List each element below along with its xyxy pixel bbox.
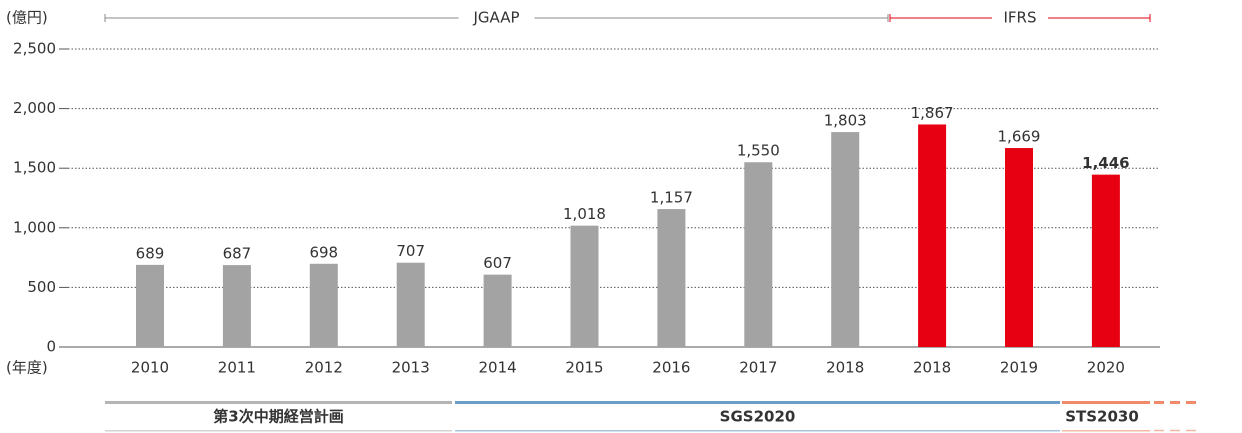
x-tick-label: 2017 bbox=[739, 359, 777, 377]
value-label: 698 bbox=[309, 243, 338, 261]
value-label: 707 bbox=[396, 242, 425, 260]
bar bbox=[396, 262, 425, 347]
plan-label: SGS2020 bbox=[720, 408, 796, 426]
x-tick-label: 2018 bbox=[913, 359, 951, 377]
x-tick-label: 2015 bbox=[565, 359, 603, 377]
period-label: IFRS bbox=[1004, 9, 1037, 27]
x-axis-label: (年度) bbox=[6, 359, 48, 377]
x-tick-label: 2012 bbox=[305, 359, 343, 377]
x-tick-label: 2018 bbox=[826, 359, 864, 377]
bar bbox=[1091, 174, 1120, 347]
x-tick-label: 2014 bbox=[479, 359, 517, 377]
y-axis-label: (億円) bbox=[6, 9, 48, 27]
period-label: JGAAP bbox=[472, 9, 519, 27]
value-label: 687 bbox=[223, 245, 252, 263]
plan-label: 第3次中期経営計画 bbox=[213, 408, 343, 426]
bar bbox=[309, 263, 338, 347]
plan-bottom-line bbox=[105, 430, 452, 432]
value-label: 1,446 bbox=[1082, 154, 1129, 172]
y-tick-label: 0 bbox=[46, 338, 56, 356]
bar bbox=[1005, 148, 1033, 347]
plan-top-line bbox=[455, 401, 1060, 404]
bar bbox=[222, 265, 251, 347]
x-tick-label: 2019 bbox=[1000, 359, 1038, 377]
plan-top-line bbox=[105, 401, 452, 404]
bar bbox=[570, 225, 599, 347]
plan-bottom-line bbox=[455, 430, 1060, 432]
value-label: 1,157 bbox=[650, 189, 693, 207]
y-tick-label: 1,500 bbox=[13, 159, 56, 177]
y-tick-label: 500 bbox=[27, 278, 56, 296]
bar bbox=[657, 209, 686, 347]
value-label: 1,018 bbox=[563, 205, 606, 223]
value-label: 1,550 bbox=[737, 142, 780, 160]
y-tick-label: 2,500 bbox=[13, 40, 56, 58]
bar bbox=[136, 264, 164, 347]
x-tick-label: 2013 bbox=[392, 359, 430, 377]
value-label: 689 bbox=[136, 244, 165, 262]
value-label: 607 bbox=[483, 254, 512, 272]
x-tick-label: 2020 bbox=[1087, 359, 1125, 377]
plan-label: STS2030 bbox=[1065, 408, 1139, 426]
x-tick-label: 2016 bbox=[652, 359, 690, 377]
x-tick-label: 2010 bbox=[131, 359, 169, 377]
bar bbox=[744, 162, 773, 347]
plan-bottom-line bbox=[1062, 430, 1150, 432]
x-tick-label: 2011 bbox=[218, 359, 256, 377]
bar bbox=[831, 132, 860, 347]
bar bbox=[918, 124, 947, 347]
value-label: 1,867 bbox=[911, 104, 954, 122]
value-label: 1,669 bbox=[998, 128, 1041, 146]
value-label: 1,803 bbox=[824, 112, 867, 130]
bar bbox=[483, 274, 512, 347]
y-tick-label: 1,000 bbox=[13, 218, 56, 236]
plan-top-line bbox=[1062, 401, 1150, 404]
y-tick-label: 2,000 bbox=[13, 99, 56, 117]
